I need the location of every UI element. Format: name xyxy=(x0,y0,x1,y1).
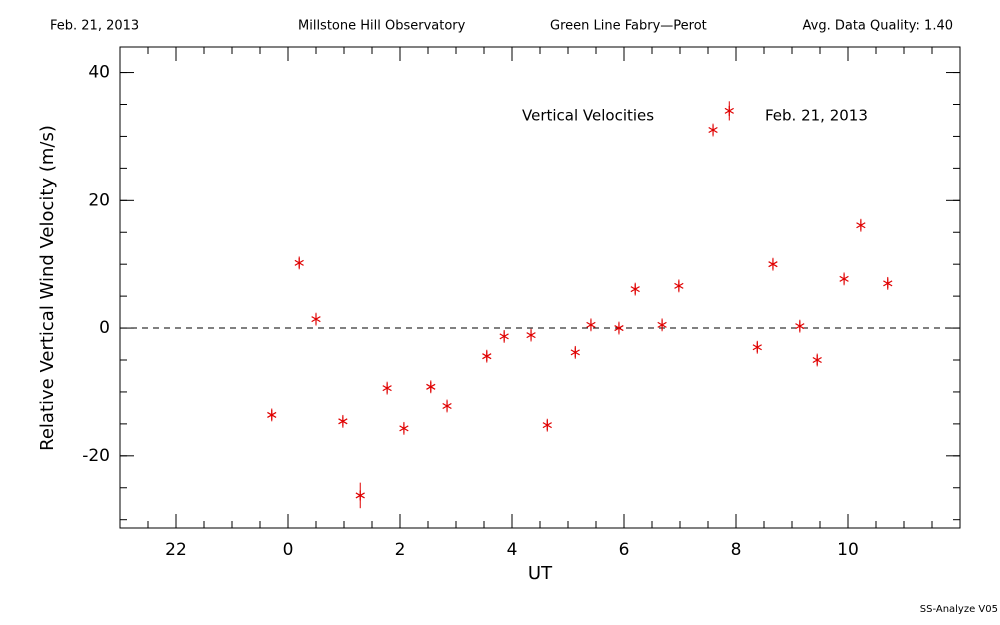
header-instrument: Green Line Fabry—Perot xyxy=(550,19,707,34)
marker-stroke xyxy=(526,332,536,339)
data-point xyxy=(499,331,509,342)
header-quality: Avg. Data Quality: 1.40 xyxy=(803,19,953,34)
data-point xyxy=(752,342,762,353)
data-point xyxy=(674,280,684,291)
data-point xyxy=(482,351,492,362)
data-point xyxy=(812,355,822,366)
x-axis-label: UT xyxy=(528,563,553,584)
x-tick-label: 8 xyxy=(731,540,742,560)
marker-stroke xyxy=(724,107,734,114)
data-point xyxy=(795,321,805,332)
y-tick-label: -20 xyxy=(82,446,110,466)
marker-stroke xyxy=(657,321,667,328)
data-point xyxy=(355,490,365,501)
marker-stroke xyxy=(355,492,365,499)
data-point xyxy=(399,423,409,434)
marker-stroke xyxy=(708,127,718,134)
data-point xyxy=(657,319,667,330)
marker-stroke xyxy=(856,222,866,229)
marker-stroke xyxy=(399,425,409,432)
marker-stroke xyxy=(839,275,849,282)
data-point xyxy=(586,319,596,330)
marker-stroke xyxy=(795,323,805,330)
data-point xyxy=(442,400,452,411)
data-point xyxy=(526,330,536,341)
marker-stroke xyxy=(883,280,893,287)
data-point xyxy=(856,220,866,231)
y-tick-label: 20 xyxy=(88,190,110,210)
marker-stroke xyxy=(570,349,580,356)
marker-stroke xyxy=(542,422,552,429)
data-point xyxy=(708,125,718,136)
marker-stroke xyxy=(426,383,436,390)
marker-stroke xyxy=(382,385,392,392)
data-point xyxy=(570,347,580,358)
marker-stroke xyxy=(630,286,640,293)
data-point xyxy=(294,257,304,268)
data-point xyxy=(839,273,849,284)
y-tick-label: 40 xyxy=(88,63,110,83)
x-tick-label: 4 xyxy=(507,540,518,560)
marker-stroke xyxy=(442,402,452,410)
data-point xyxy=(426,381,436,392)
x-tick-label: 2 xyxy=(395,540,406,560)
marker-stroke xyxy=(311,316,321,323)
y-axis-label: Relative Vertical Wind Velocity (m/s) xyxy=(37,125,58,451)
data-point xyxy=(311,314,321,325)
marker-stroke xyxy=(499,333,509,340)
marker-stroke xyxy=(614,325,624,332)
x-tick-label: 22 xyxy=(165,540,187,560)
marker-stroke xyxy=(482,353,492,360)
x-tick-label: 10 xyxy=(837,540,859,560)
annotation: Feb. 21, 2013 xyxy=(765,107,868,125)
data-point xyxy=(724,105,734,116)
marker-stroke xyxy=(752,344,762,351)
data-point xyxy=(267,409,277,420)
data-point xyxy=(338,416,348,427)
marker-stroke xyxy=(812,356,822,364)
data-point xyxy=(614,323,624,334)
footer: SS-Analyze V05 xyxy=(920,604,998,615)
marker-stroke xyxy=(267,411,277,418)
x-tick-label: 0 xyxy=(283,540,294,560)
header-date: Feb. 21, 2013 xyxy=(50,19,139,34)
data-point xyxy=(382,383,392,394)
marker-stroke xyxy=(586,321,596,328)
x-tick-label: 6 xyxy=(619,540,630,560)
marker-stroke xyxy=(294,259,304,266)
data-point xyxy=(630,284,640,295)
marker-stroke xyxy=(768,261,778,268)
annotation: Vertical Velocities xyxy=(522,107,654,125)
y-tick-label: 0 xyxy=(99,318,110,338)
header-observatory: Millstone Hill Observatory xyxy=(298,19,466,34)
data-point xyxy=(883,278,893,289)
data-point xyxy=(768,259,778,270)
data-point xyxy=(542,420,552,431)
marker-stroke xyxy=(338,418,348,425)
marker-stroke xyxy=(674,282,684,289)
